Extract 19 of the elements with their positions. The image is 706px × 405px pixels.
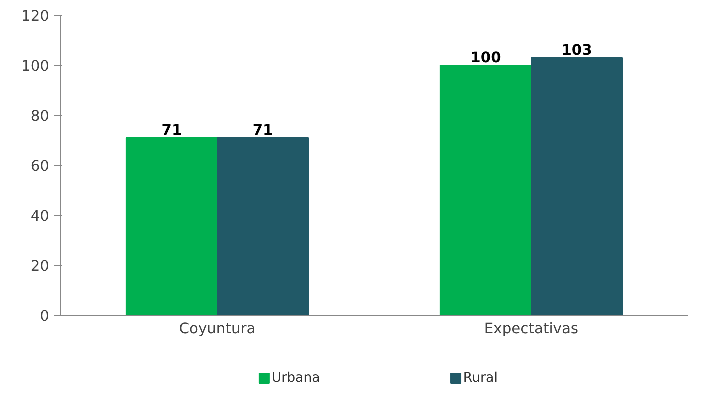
data-label: 71 bbox=[252, 122, 274, 139]
legend-label: Rural bbox=[463, 371, 498, 386]
y-tick-label: 100 bbox=[22, 58, 50, 75]
data-label: 71 bbox=[162, 122, 182, 139]
y-tick-label: 60 bbox=[30, 158, 50, 175]
legend-label: Urbana bbox=[272, 371, 320, 386]
y-tick-label: 40 bbox=[30, 208, 50, 225]
y-tick-label: 20 bbox=[30, 258, 50, 275]
x-tick-label: Coyuntura bbox=[179, 320, 256, 338]
x-tick-label: Expectativas bbox=[484, 320, 579, 338]
y-tick-label: 0 bbox=[40, 308, 50, 325]
bar bbox=[126, 138, 218, 316]
y-tick-label: 120 bbox=[22, 8, 50, 25]
bar bbox=[531, 58, 624, 316]
data-label: 103 bbox=[562, 42, 592, 59]
data-label: 100 bbox=[470, 50, 502, 66]
y-tick-label: 80 bbox=[30, 108, 50, 125]
bar bbox=[440, 65, 532, 316]
bar bbox=[217, 138, 310, 316]
